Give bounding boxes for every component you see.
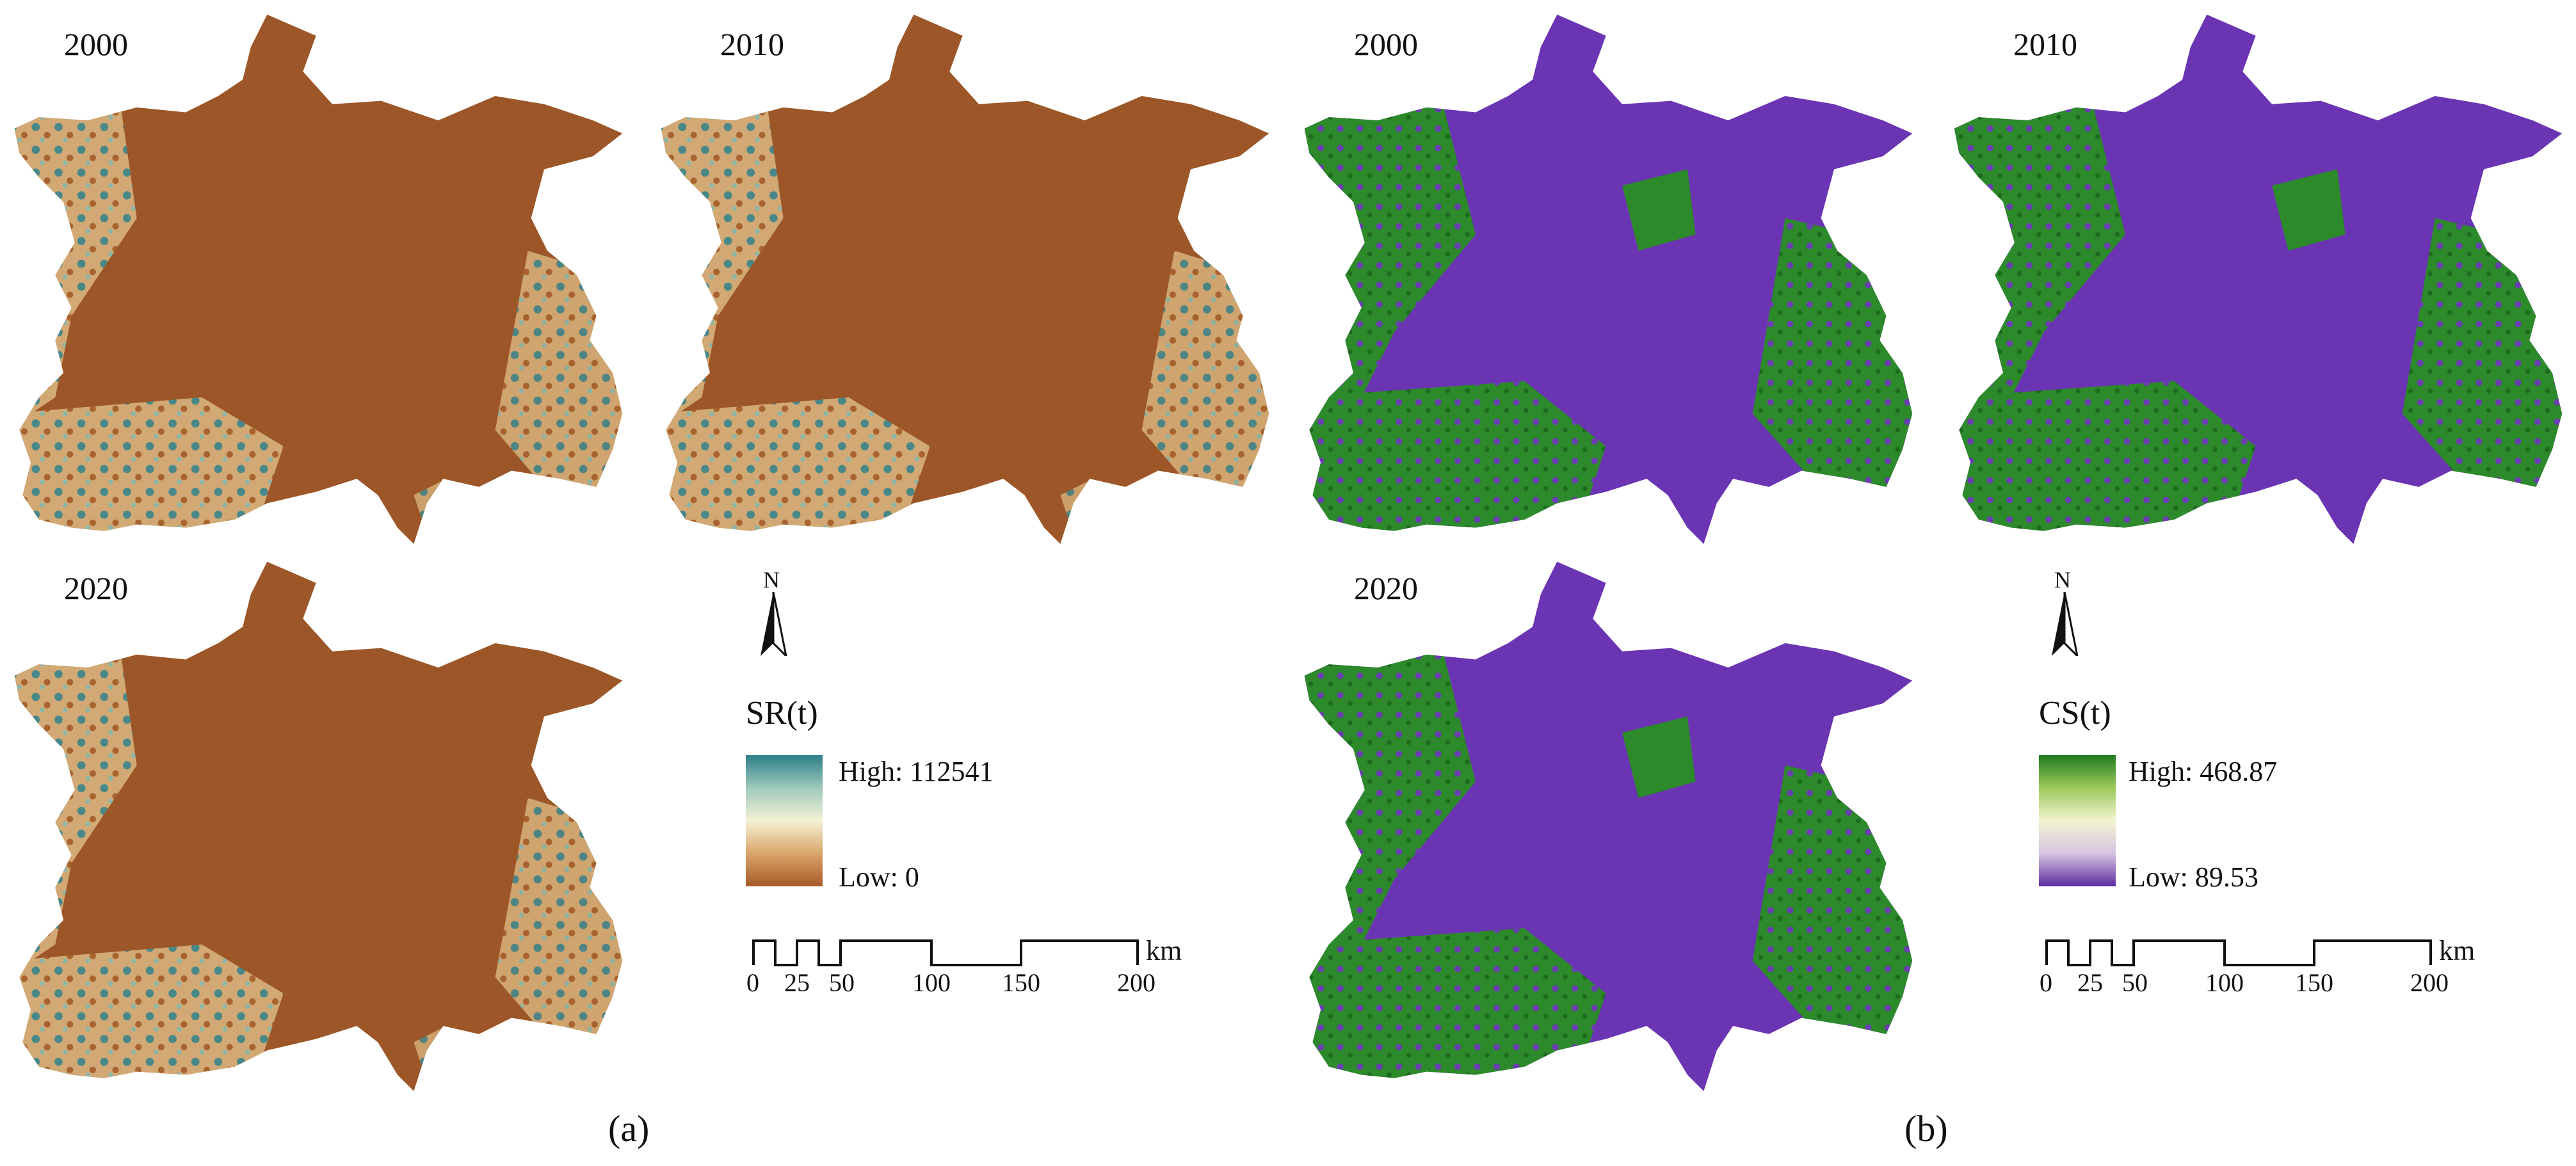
- north-letter: N: [763, 567, 780, 593]
- cs-map-2000: [1304, 14, 1913, 544]
- scale-tick-label: 200: [1117, 968, 1155, 997]
- legend-high-label: High: 468.87: [2129, 756, 2278, 787]
- north-letter: N: [2054, 567, 2071, 593]
- scale-bar-graphic: [752, 939, 1139, 966]
- scale-bar-graphic: [2045, 939, 2432, 966]
- sr-map-2000: [14, 14, 623, 544]
- legend-low-label: Low: 0: [839, 861, 919, 893]
- scale-bar: km 0 25 50 100 150 200: [743, 934, 1191, 1005]
- north-arrow-icon: [761, 592, 787, 656]
- map-year-label: 2000: [64, 26, 128, 62]
- panel-label-b: (b): [1904, 1108, 1948, 1149]
- sr-map-2010: [661, 14, 1269, 544]
- scale-tick-label: 50: [2122, 968, 2148, 997]
- scale-tick-label: 25: [784, 968, 810, 997]
- scale-tick-label: 100: [912, 968, 951, 997]
- legend-title: SR(t): [746, 695, 818, 731]
- cs-map-2010: [1954, 14, 2563, 544]
- north-arrow: N: [2045, 566, 2084, 656]
- legend-low-label: Low: 89.53: [2129, 861, 2258, 893]
- scale-tick-label: 0: [2040, 968, 2052, 997]
- scale-tick-label: 25: [2077, 968, 2103, 997]
- legend-color-ramp: [2039, 755, 2116, 886]
- north-arrow-icon: [2052, 592, 2079, 656]
- legend-high-label: High: 112541: [839, 756, 994, 787]
- scale-tick-label: 100: [2205, 968, 2244, 997]
- scale-tick-label: 50: [829, 968, 855, 997]
- scale-tick-label: 200: [2410, 968, 2449, 997]
- north-arrow: N: [754, 566, 793, 656]
- scale-unit: km: [1146, 935, 1182, 966]
- scale-unit: km: [2439, 935, 2475, 966]
- scale-tick-label: 150: [1002, 968, 1040, 997]
- legend-title: CS(t): [2039, 695, 2111, 731]
- map-year-label: 2000: [1354, 26, 1418, 62]
- sr-map-2020: [14, 561, 623, 1091]
- cs-map-2020: [1304, 561, 1913, 1091]
- map-year-label: 2010: [2013, 26, 2077, 62]
- scale-bar: km 0 25 50 100 150 200: [2036, 934, 2484, 1005]
- map-year-label: 2020: [64, 570, 128, 606]
- legend-color-ramp: [746, 755, 823, 886]
- scale-tick-label: 0: [746, 968, 759, 997]
- panel-label-a: (a): [608, 1108, 650, 1149]
- scale-tick-label: 150: [2295, 968, 2333, 997]
- map-year-label: 2010: [720, 26, 784, 62]
- map-year-label: 2020: [1354, 570, 1418, 606]
